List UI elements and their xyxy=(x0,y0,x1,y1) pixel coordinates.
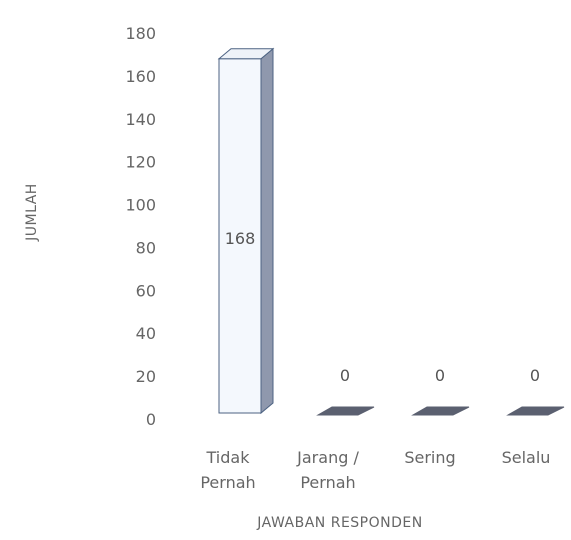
y-tick-label: 100 xyxy=(125,196,156,215)
y-tick-label: 20 xyxy=(136,367,156,386)
bar xyxy=(506,406,565,416)
y-axis-ticks: 0 20 40 60 80 100 120 140 160 180 xyxy=(125,24,156,429)
bar xyxy=(218,58,262,414)
bar-top xyxy=(217,48,275,60)
x-tick-label: Jarang / Pernah xyxy=(296,448,359,492)
data-label: 0 xyxy=(435,366,445,385)
y-tick-label: 40 xyxy=(136,324,156,343)
y-tick-label: 140 xyxy=(125,110,156,129)
bar xyxy=(411,406,470,416)
y-tick-label: 180 xyxy=(125,24,156,43)
y-axis-title: JUMLAH xyxy=(24,183,40,242)
bar-side xyxy=(260,47,274,415)
data-label: 168 xyxy=(225,229,256,248)
data-label: 0 xyxy=(530,366,540,385)
bar xyxy=(316,406,375,416)
y-tick-label: 60 xyxy=(136,281,156,300)
data-label: 0 xyxy=(340,366,350,385)
x-tick-label: Selalu xyxy=(502,448,551,467)
data-labels-group: 168 0 0 0 xyxy=(225,229,540,385)
x-axis-labels: Tidak Pernah Jarang / Pernah Sering Selalu xyxy=(200,448,550,492)
y-tick-label: 80 xyxy=(136,238,156,257)
x-tick-label: Tidak Pernah xyxy=(200,448,255,492)
y-tick-label: 0 xyxy=(146,410,156,429)
y-tick-label: 160 xyxy=(125,67,156,86)
bars-group xyxy=(217,47,565,416)
y-tick-label: 120 xyxy=(125,153,156,172)
x-tick-label: Sering xyxy=(404,448,455,467)
x-axis-title: JAWABAN RESPONDEN xyxy=(256,515,422,531)
